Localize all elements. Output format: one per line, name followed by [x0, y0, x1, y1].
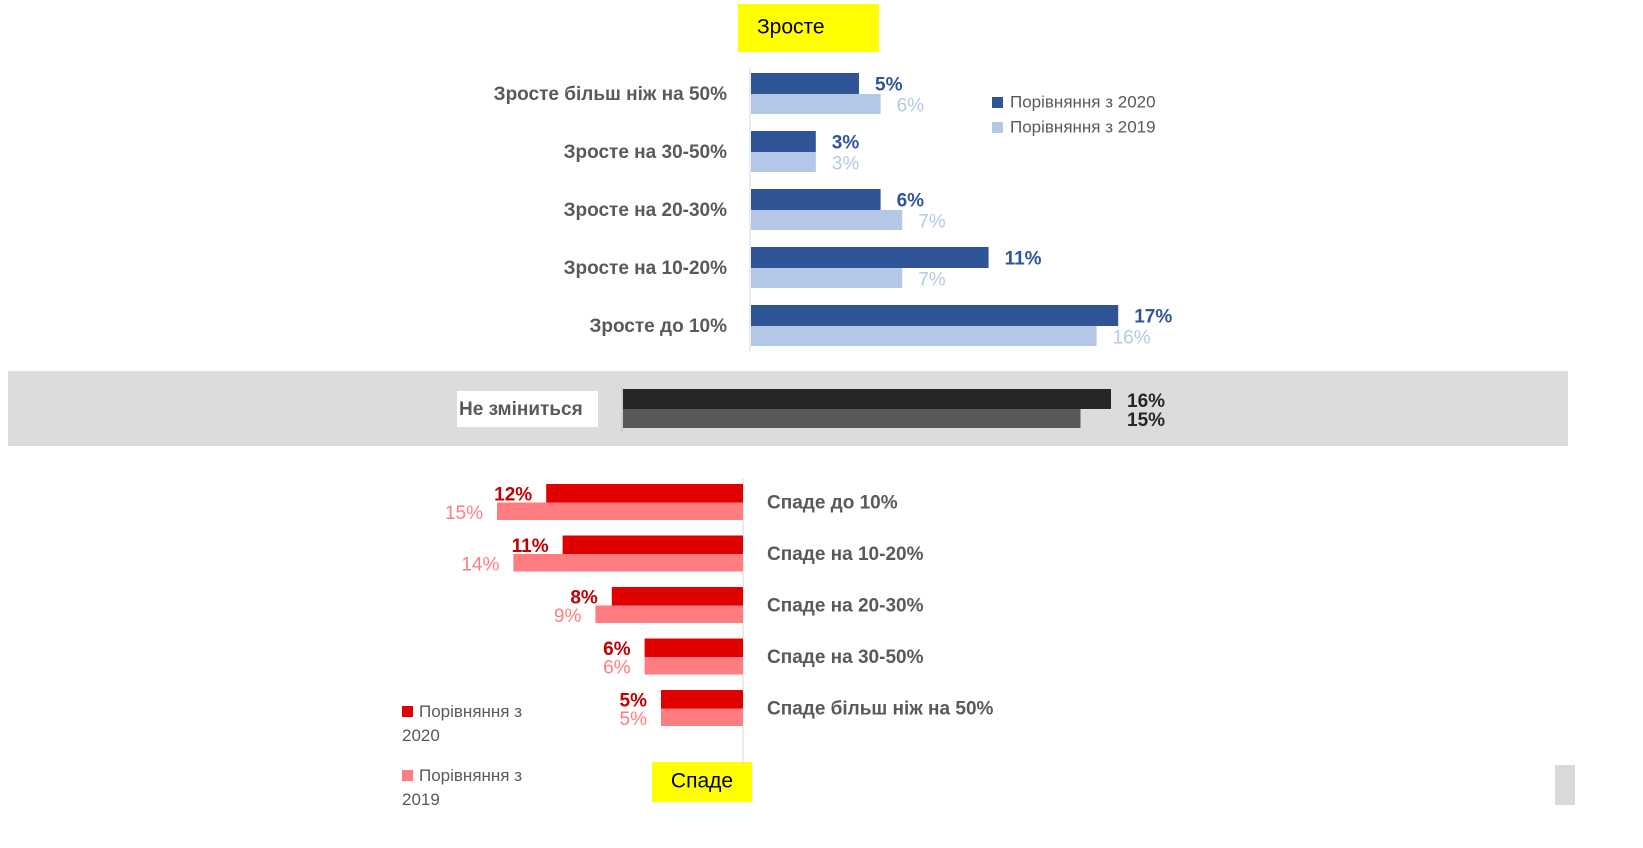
- bar: [513, 554, 743, 572]
- bar: [751, 73, 859, 94]
- bar: [751, 94, 881, 114]
- value-label: 6%: [897, 96, 925, 117]
- legend-swatch: [402, 770, 413, 781]
- bar: [751, 131, 816, 152]
- legend-swatch: [402, 706, 413, 717]
- value-label: 6%: [603, 639, 631, 660]
- legend-entry: Порівняння з 2019: [402, 764, 552, 812]
- legend-label: Порівняння з 2020: [402, 702, 523, 745]
- bar: [623, 409, 1081, 428]
- category-label: Зросте на 10-20%: [564, 258, 727, 279]
- value-label: 15%: [1127, 410, 1165, 431]
- value-label: 12%: [494, 484, 532, 505]
- value-label: 14%: [461, 554, 499, 575]
- value-label: 11%: [512, 536, 549, 557]
- category-label: Спаде на 10-20%: [767, 544, 924, 565]
- legend-label: Порівняння з 2020: [1010, 92, 1156, 111]
- value-label: 3%: [832, 133, 860, 154]
- bar: [751, 268, 903, 288]
- title-box: [652, 762, 752, 802]
- value-label: 11%: [1005, 249, 1042, 270]
- legend-entry: Порівняння з 2020: [402, 700, 552, 748]
- bar: [751, 247, 989, 268]
- value-label: 7%: [918, 212, 946, 233]
- bar: [546, 484, 743, 503]
- value-label: 5%: [875, 75, 903, 96]
- value-label: 5%: [620, 690, 648, 711]
- bar: [497, 502, 743, 520]
- value-label: 17%: [1134, 307, 1172, 328]
- title-box: [738, 4, 879, 52]
- bar: [751, 326, 1097, 346]
- bar: [644, 638, 743, 657]
- category-label: Спаде до 10%: [767, 493, 898, 514]
- value-label: 8%: [570, 587, 598, 608]
- bar: [562, 535, 743, 554]
- category-label: Спаде на 30-50%: [767, 647, 924, 668]
- value-label: 15%: [445, 503, 483, 524]
- label-box: [457, 391, 598, 427]
- bar: [595, 605, 743, 623]
- bar: [661, 708, 743, 726]
- value-label: 6%: [603, 657, 631, 678]
- bar: [661, 690, 743, 709]
- value-label: 9%: [554, 606, 582, 627]
- legend-label: Порівняння з 2019: [402, 766, 523, 809]
- bar: [611, 587, 743, 606]
- chart-title: Спаде: [671, 770, 733, 793]
- category-label: Зросте на 30-50%: [564, 142, 727, 163]
- category-label: Не зміниться: [459, 399, 583, 420]
- category-label: Спаде більш ніж на 50%: [767, 699, 994, 720]
- decor: [1555, 765, 1575, 805]
- value-label: 6%: [897, 191, 925, 212]
- category-label: Зросте більш ніж на 50%: [494, 84, 727, 105]
- bar: [644, 657, 743, 675]
- legend-swatch: [992, 122, 1003, 133]
- chart-title: Зросте: [757, 16, 825, 39]
- bar: [623, 389, 1111, 409]
- category-label: Зросте до 10%: [589, 316, 727, 337]
- legend-label: Порівняння з 2019: [1010, 117, 1156, 136]
- value-label: 7%: [918, 270, 946, 291]
- value-label: 16%: [1127, 391, 1165, 412]
- value-label: 5%: [620, 709, 648, 730]
- category-label: Спаде на 20-30%: [767, 596, 924, 617]
- category-label: Зросте на 20-30%: [564, 200, 727, 221]
- bar: [751, 189, 881, 210]
- bar: [751, 305, 1119, 326]
- bar: [751, 210, 903, 230]
- value-label: 16%: [1113, 328, 1151, 349]
- bar: [751, 152, 816, 172]
- legend-swatch: [992, 97, 1003, 108]
- value-label: 3%: [832, 154, 860, 175]
